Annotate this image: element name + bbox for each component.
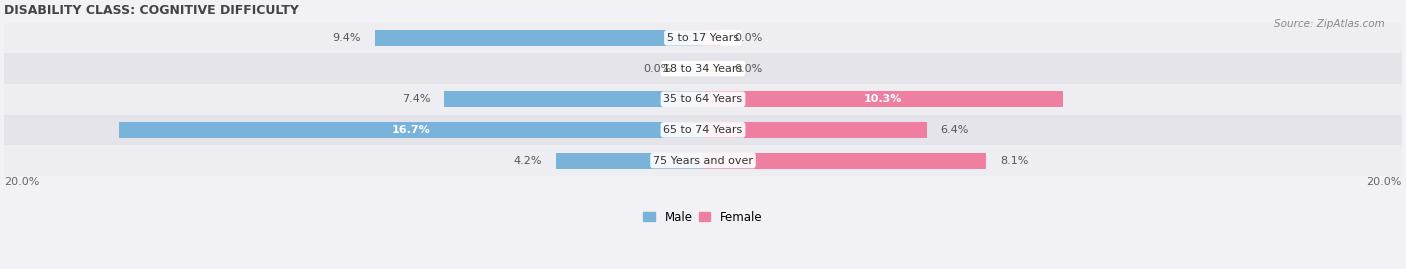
Text: 0.0%: 0.0% [644,63,672,73]
Bar [703,91,1063,107]
Bar [4,115,1402,145]
Bar [703,153,986,168]
Bar [703,30,720,46]
Bar [4,53,1402,84]
Text: 20.0%: 20.0% [4,178,39,187]
Bar [4,23,1402,53]
Bar [703,61,720,76]
Text: 0.0%: 0.0% [734,63,762,73]
Text: DISABILITY CLASS: COGNITIVE DIFFICULTY: DISABILITY CLASS: COGNITIVE DIFFICULTY [4,4,299,17]
Text: 20.0%: 20.0% [1367,178,1402,187]
Legend: Male, Female: Male, Female [638,206,768,228]
Text: 4.2%: 4.2% [513,155,543,165]
Text: 18 to 34 Years: 18 to 34 Years [664,63,742,73]
Bar [557,153,703,168]
Text: 5 to 17 Years: 5 to 17 Years [666,33,740,43]
Text: 7.4%: 7.4% [402,94,430,104]
Bar [374,30,703,46]
Text: 35 to 64 Years: 35 to 64 Years [664,94,742,104]
Text: 75 Years and over: 75 Years and over [652,155,754,165]
Bar [4,145,1402,176]
Text: 9.4%: 9.4% [332,33,360,43]
Text: 65 to 74 Years: 65 to 74 Years [664,125,742,135]
Text: 6.4%: 6.4% [941,125,969,135]
Bar [703,122,927,138]
Bar [120,122,703,138]
Text: Source: ZipAtlas.com: Source: ZipAtlas.com [1274,19,1385,29]
Bar [4,84,1402,115]
Text: 0.0%: 0.0% [734,33,762,43]
Text: 10.3%: 10.3% [863,94,903,104]
Bar [444,91,703,107]
Text: 8.1%: 8.1% [1000,155,1028,165]
Text: 16.7%: 16.7% [392,125,430,135]
Bar [686,61,703,76]
